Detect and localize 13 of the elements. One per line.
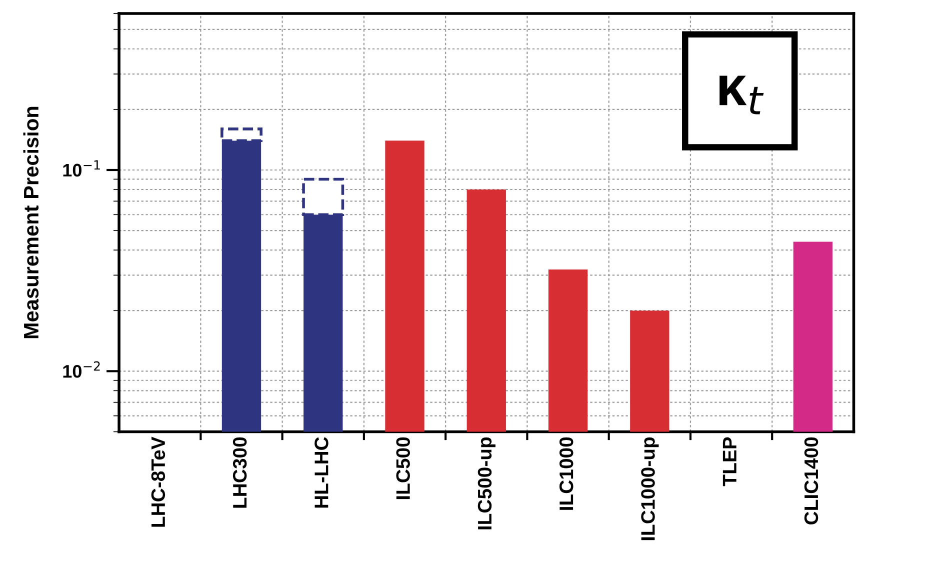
y-tick-label: 10$^{−1}$: [63, 160, 100, 177]
x-tick-label: LHC300: [232, 437, 247, 508]
x-tick-label: ILC1000: [559, 437, 574, 510]
x-tick-label: LHC-8TeV: [151, 436, 166, 527]
x-tick-label: ILC500-up: [478, 437, 496, 530]
annotation: κ$_{t}$: [720, 76, 764, 114]
x-tick-label: ILC1000-up: [641, 437, 659, 540]
y-tick-label: 10$^{−2}$: [63, 361, 100, 378]
x-tick-label: CLIC1400: [804, 437, 818, 524]
x-tick-label: ILC500: [396, 437, 410, 500]
x-tick-label: TLEP: [722, 437, 736, 486]
x-tick-label: HL-LHC: [314, 437, 328, 508]
y-axis-title: Measurement Precision: [23, 106, 39, 338]
